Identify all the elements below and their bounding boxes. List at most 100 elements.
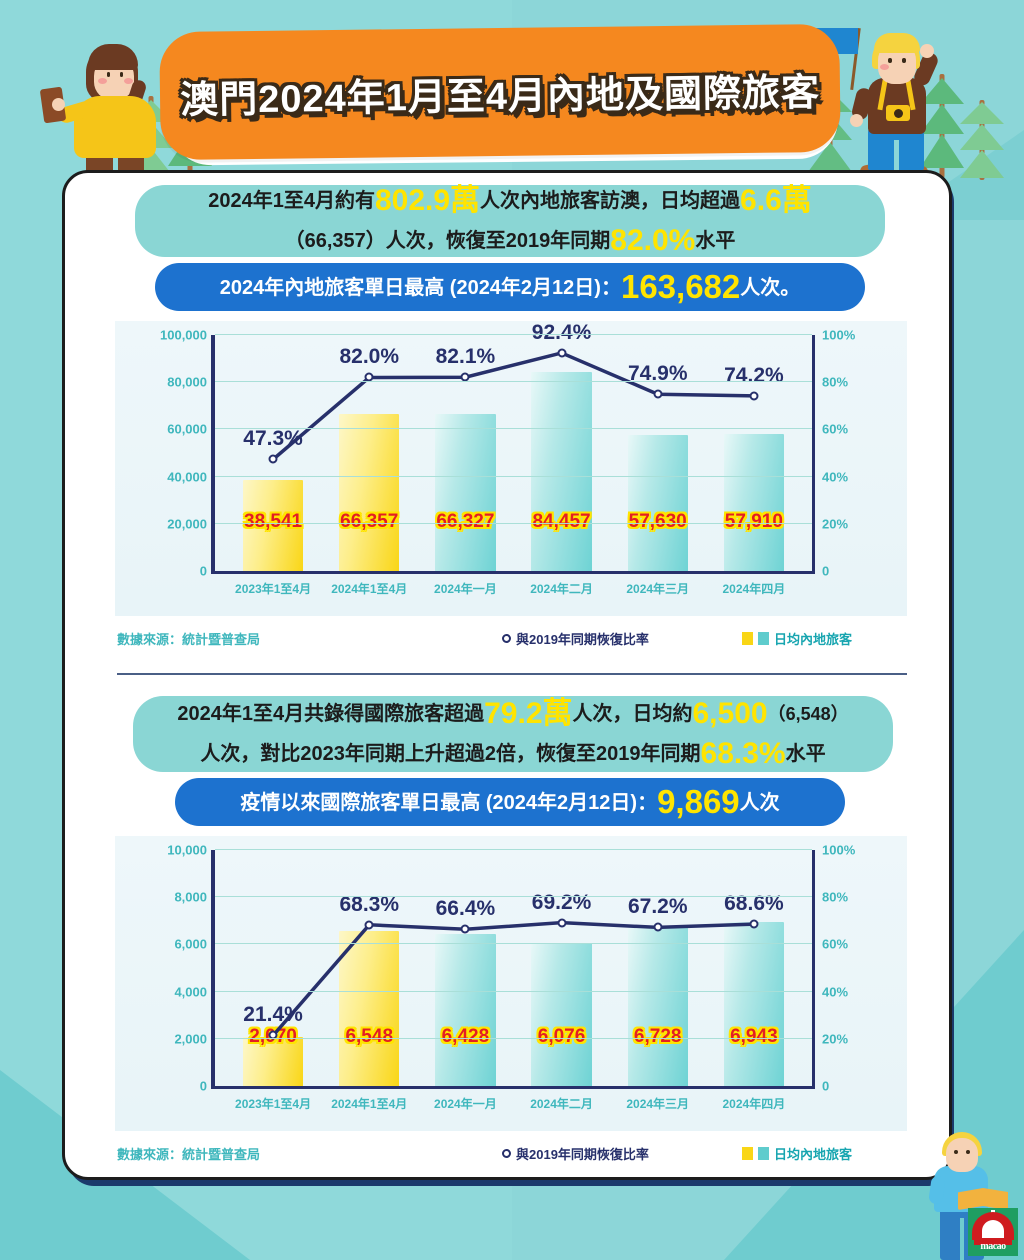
legend-yellow-swatch-icon (742, 1146, 753, 1160)
y-axis-left-tick: 0 (199, 563, 207, 579)
s2-line1-part-a: 2024年1至4月共錄得國際旅客超過 (177, 702, 485, 725)
macao-logo-base-icon (974, 1240, 1012, 1245)
peak-day-banner-international: 疫情以來國際旅客單日最高 (2024年2月12日)：9,869人次 (175, 778, 845, 826)
tree-icon (960, 100, 1004, 180)
y-axis-right-tick: 100% (822, 842, 856, 858)
chart-1-bars: 38,541 2023年1至4月 66,357 2024年1至4月 66,327 2024… (215, 335, 812, 596)
x-axis-category-label: 2024年二月 (530, 582, 593, 596)
bar-column: 57,910 2024年四月 (712, 335, 796, 596)
x-axis-category-label: 2023年1至4月 (235, 1097, 312, 1111)
peak-day-banner-mainland: 2024年內地旅客單日最高 (2024年2月12日)：163,682人次。 (155, 263, 865, 311)
s1-line1-part-b: 人次內地旅客訪澳，日均超過 (480, 189, 741, 212)
y-axis-right-tick: 80% (822, 889, 849, 905)
y-axis-left-tick: 2,000 (174, 1031, 207, 1047)
bar-column: 66,357 2024年1至4月 (327, 335, 411, 596)
bar (531, 371, 592, 571)
x-axis-category-label: 2024年1至4月 (331, 582, 408, 596)
bar (435, 934, 496, 1086)
y-axis-left-tick: 0 (199, 1078, 207, 1094)
legend-circle-icon (502, 633, 511, 643)
bar-column: 6,548 2024年1至4月 (327, 850, 411, 1111)
bar-value-label: 57,910 (724, 511, 783, 532)
bar (339, 414, 400, 571)
s1-peak-text-a: 2024年內地旅客單日最高 (2024年2月12日)： (219, 276, 621, 299)
y-axis-left-tick: 100,000 (160, 327, 207, 343)
s2-line2-part-b: 水平 (785, 743, 826, 765)
y-axis-left-tick: 40,000 (167, 469, 207, 485)
gridline (215, 1037, 812, 1039)
chart-2-legend-bars-label: 日均內地旅客 (774, 1146, 853, 1162)
bar-column: 6,728 2024年三月 (616, 850, 700, 1111)
bar-column: 6,943 2024年四月 (712, 850, 796, 1111)
x-axis-category-label: 2023年1至4月 (235, 582, 312, 596)
macao-logo: macao (968, 1208, 1018, 1256)
gridline (215, 428, 812, 430)
infographic-card: 2024年1至4月約有802.9萬人次內地旅客訪澳，日均超過6.6萬 （66,3… (62, 170, 952, 1180)
x-axis-category-label: 2024年四月 (722, 582, 786, 596)
bar-value-label: 66,357 (340, 511, 399, 532)
bar-value-label: 84,457 (532, 511, 591, 532)
chart-1-legend-bars-label: 日均內地旅客 (774, 631, 853, 647)
gridline (215, 522, 812, 524)
bar-column: 84,457 2024年二月 (520, 335, 604, 596)
x-axis-category-label: 2024年三月 (626, 582, 690, 596)
y-axis-right-tick: 40% (822, 984, 849, 1000)
y-axis-right-tick: 40% (822, 469, 849, 485)
summary-banner-mainland: 2024年1至4月約有802.9萬人次內地旅客訪澳，日均超過6.6萬 （66,3… (135, 184, 885, 257)
section-divider (117, 673, 907, 675)
x-axis-category-label: 2024年1至4月 (331, 1097, 408, 1111)
chart-1-footer: 數據來源：統計暨普查局 與2019年同期恢復比率 日均內地旅客 (117, 625, 907, 651)
gridline (215, 990, 812, 992)
s2-peak-text-b: 人次 (739, 791, 780, 814)
bar-column: 38,541 2023年1至4月 (231, 335, 315, 596)
chart-2-legend-line-label: 與2019年同期恢復比率 (516, 1146, 649, 1162)
summary-banner-international: 2024年1至4月共錄得國際旅客超過79.2萬人次，日均約6,500（6,548… (133, 696, 893, 772)
y-axis-right-tick: 20% (822, 1031, 849, 1047)
y-axis-left-tick: 80,000 (167, 374, 207, 390)
bar (242, 480, 304, 571)
bar-column: 2,070 2023年1至4月 (231, 850, 315, 1111)
gridline (215, 381, 812, 383)
legend-circle-icon (502, 1148, 511, 1158)
y-axis-left-tick: 8,000 (174, 889, 207, 905)
chart-1-legend-line: 與2019年同期恢復比率 (502, 629, 649, 648)
x-axis-category-label: 2024年一月 (434, 1097, 497, 1111)
s2-line1-highlight-1: 79.2萬 (484, 696, 573, 730)
legend-cyan-swatch-icon (758, 631, 769, 645)
y-axis-right-tick: 0 (822, 1078, 830, 1094)
bar (242, 1037, 304, 1086)
chart-2-footer: 數據來源：統計暨普查局 與2019年同期恢復比率 日均內地旅客 (117, 1140, 907, 1166)
y-axis-left-tick: 10,000 (167, 842, 207, 858)
chart-mainland-visitors: 38,541 2023年1至4月 66,357 2024年1至4月 66,327 2024… (115, 321, 907, 616)
macao-logo-wordmark: macao (980, 1241, 1006, 1252)
macao-logo-arch-icon (982, 1220, 1004, 1238)
page-title: 澳門2024年1月至4月內地及國際旅客 (179, 71, 821, 122)
bar-value-label: 66,327 (436, 511, 495, 532)
s2-peak-value: 9,869 (657, 782, 740, 820)
legend-yellow-swatch-icon (742, 631, 753, 645)
gridline (215, 849, 812, 850)
y-axis-right-tick: 60% (822, 421, 849, 437)
chart-2-bars: 2,070 2023年1至4月 6,548 2024年1至4月 6,428 2024年一月… (215, 850, 812, 1111)
y-axis-right-tick: 80% (822, 374, 849, 390)
chart-2-source: 數據來源：統計暨普查局 (117, 1146, 261, 1162)
bar (723, 434, 784, 571)
bar (627, 435, 688, 571)
legend-cyan-swatch-icon (758, 1146, 769, 1160)
s2-line1-part-c: （6,548） (767, 703, 849, 724)
s2-line1-part-b: 人次，日均約 (572, 702, 693, 725)
bar-value-label: 57,630 (628, 511, 687, 532)
y-axis-right-tick: 0 (822, 563, 830, 579)
chart-1-plot-area: 38,541 2023年1至4月 66,357 2024年1至4月 66,327 2024… (160, 321, 855, 596)
gridline (215, 943, 812, 945)
s1-peak-text-b: 人次。 (740, 276, 801, 299)
x-axis-category-label: 2024年二月 (530, 1097, 593, 1111)
y-axis-right-tick: 60% (822, 936, 849, 952)
y-axis-right-tick: 100% (822, 327, 856, 343)
gridline (215, 475, 812, 477)
bar-column: 6,076 2024年二月 (520, 850, 604, 1111)
bar (339, 931, 400, 1086)
bar (627, 927, 688, 1086)
x-axis-category-label: 2024年三月 (626, 1097, 690, 1111)
bar-column: 57,630 2024年三月 (616, 335, 700, 596)
